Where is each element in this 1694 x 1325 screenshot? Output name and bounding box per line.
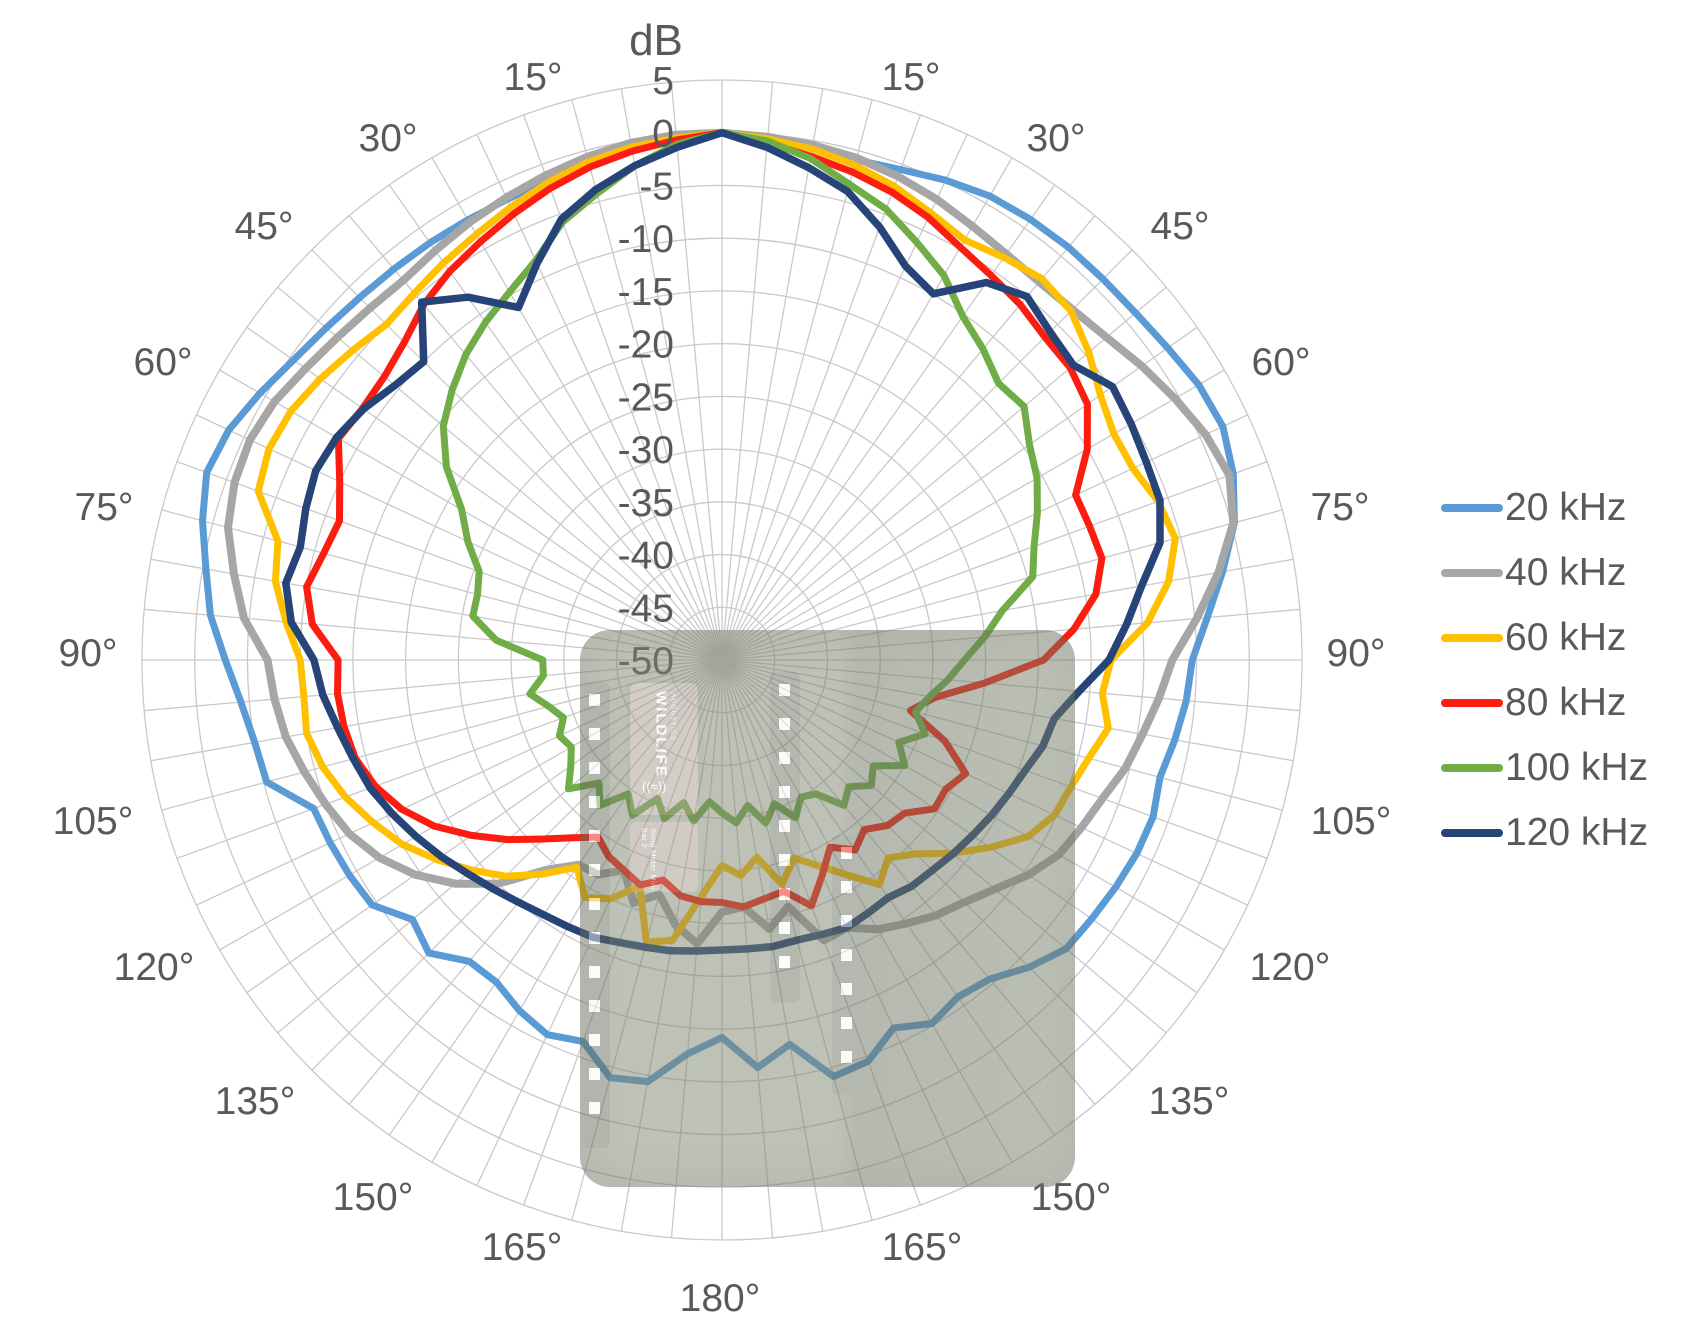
legend-label: 120 kHz xyxy=(1505,811,1649,854)
axis-labels: dB5 0 -5 -10 -15 -20 -25 -30 -35 -40 -45 -50 15° 15° 3… xyxy=(53,16,1392,1320)
grid-spoke xyxy=(176,461,723,661)
grid-spoke xyxy=(523,114,723,661)
grid-spoke xyxy=(721,249,1133,661)
angle-label-right-180: 180° xyxy=(680,1277,761,1320)
angle-label-left-15: 15° xyxy=(504,56,563,99)
angle-label-right-60: 60° xyxy=(1252,341,1311,384)
angle-label-right-75: 75° xyxy=(1311,486,1370,529)
angle-label-left-165: 165° xyxy=(482,1226,563,1269)
radial-tick-label: -5 xyxy=(639,165,674,208)
radial-tick-label: 5 xyxy=(652,60,674,103)
radial-tick-label: -10 xyxy=(618,218,674,261)
legend-item-20-khz: 20 kHz xyxy=(1441,486,1626,530)
grid-spoke xyxy=(721,157,1013,661)
legend-label: 40 kHz xyxy=(1505,551,1627,594)
grid-spoke xyxy=(721,134,968,661)
angle-label-right-90: 90° xyxy=(1327,632,1386,675)
grid-spoke xyxy=(523,659,723,1206)
radial-tick-label: -30 xyxy=(618,429,674,472)
legend-swatch-icon xyxy=(1441,569,1503,577)
legend-item-60-khz: 60 kHz xyxy=(1441,616,1626,660)
grid-spoke xyxy=(476,134,723,661)
grid-spoke xyxy=(721,461,1268,661)
angle-label-right-30: 30° xyxy=(1027,117,1086,160)
grid-spoke xyxy=(721,659,1283,811)
radial-tick-label: -15 xyxy=(618,271,674,314)
legend-item-80-khz: 80 kHz xyxy=(1441,681,1626,725)
angle-label-right-105: 105° xyxy=(1311,800,1392,843)
angle-label-right-120: 120° xyxy=(1250,946,1331,989)
grid-spoke xyxy=(721,114,921,661)
legend-label: 20 kHz xyxy=(1505,486,1627,529)
legend-label: 100 kHz xyxy=(1505,746,1649,789)
grid-spoke xyxy=(721,659,1300,712)
angle-label-right-45: 45° xyxy=(1151,205,1210,248)
angle-label-right-135: 135° xyxy=(1149,1080,1230,1123)
legend-swatch-icon xyxy=(1441,634,1503,642)
legend-item-120-khz: 120 kHz xyxy=(1441,811,1648,855)
grid-spoke xyxy=(670,82,723,661)
angle-label-left-60: 60° xyxy=(134,341,193,384)
grid-spoke xyxy=(431,659,723,1163)
angle-label-left-30: 30° xyxy=(359,117,418,160)
grid-spoke xyxy=(161,509,723,661)
angle-label-left-120: 120° xyxy=(114,946,195,989)
grid-spoke xyxy=(721,184,1056,661)
angle-label-left-75: 75° xyxy=(75,486,134,529)
grid-spoke xyxy=(311,249,723,661)
grid-spoke xyxy=(721,215,1096,661)
grid-ring xyxy=(141,79,1303,1241)
radial-tick-label: -40 xyxy=(618,535,674,578)
radial-tick-label: -20 xyxy=(618,324,674,367)
grid-spoke xyxy=(721,414,1248,661)
grid-spoke xyxy=(721,369,1225,661)
legend-swatch-icon xyxy=(1441,504,1503,512)
legend-item-100-khz: 100 kHz xyxy=(1441,746,1648,790)
grid-spoke xyxy=(721,88,824,661)
radial-tick-label: -50 xyxy=(618,640,674,683)
legend-swatch-icon xyxy=(1441,764,1503,772)
radial-tick-label: -45 xyxy=(618,587,674,630)
grid-spoke xyxy=(348,215,723,661)
grid-spoke xyxy=(721,608,1300,661)
angle-label-left-150: 150° xyxy=(333,1176,414,1219)
grid-spoke xyxy=(620,88,723,661)
angle-label-right-150: 150° xyxy=(1031,1176,1112,1219)
grid-spoke xyxy=(721,659,1248,906)
radial-axis-title: dB xyxy=(629,16,683,65)
grid-spoke xyxy=(246,326,723,661)
grid-spoke xyxy=(721,286,1167,661)
grid-spoke xyxy=(721,82,774,661)
legend-label: 80 kHz xyxy=(1505,681,1627,724)
angle-label-right-165: 165° xyxy=(882,1226,963,1269)
legend-item-40-khz: 40 kHz xyxy=(1441,551,1626,595)
legend-swatch-icon xyxy=(1441,829,1503,837)
angle-label-left-90: 90° xyxy=(59,632,118,675)
legend-label: 60 kHz xyxy=(1505,616,1627,659)
grid-spoke xyxy=(196,414,723,661)
grid-spoke xyxy=(721,326,1198,661)
legend-swatch-icon xyxy=(1441,699,1503,707)
radial-tick-label: -35 xyxy=(618,482,674,525)
angle-label-right-15: 15° xyxy=(882,56,941,99)
angle-label-left-135: 135° xyxy=(215,1080,296,1123)
angle-label-left-105: 105° xyxy=(53,800,134,843)
radial-tick-label: 0 xyxy=(652,113,674,156)
angle-label-left-45: 45° xyxy=(235,205,294,248)
radial-tick-label: -25 xyxy=(618,376,674,419)
grid-spoke xyxy=(219,369,723,661)
